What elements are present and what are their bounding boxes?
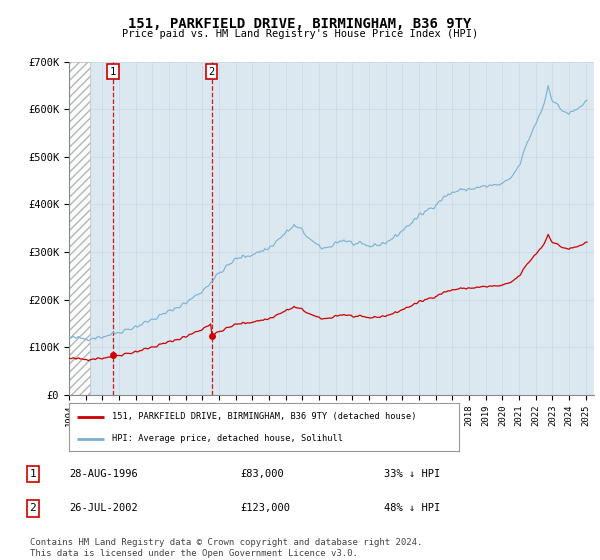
Text: HPI: Average price, detached house, Solihull: HPI: Average price, detached house, Soli… xyxy=(112,435,343,444)
Text: 151, PARKFIELD DRIVE, BIRMINGHAM, B36 9TY (detached house): 151, PARKFIELD DRIVE, BIRMINGHAM, B36 9T… xyxy=(112,412,416,421)
Text: 151, PARKFIELD DRIVE, BIRMINGHAM, B36 9TY: 151, PARKFIELD DRIVE, BIRMINGHAM, B36 9T… xyxy=(128,17,472,31)
Text: 48% ↓ HPI: 48% ↓ HPI xyxy=(384,503,440,514)
Text: £123,000: £123,000 xyxy=(240,503,290,514)
Text: 2: 2 xyxy=(209,67,215,77)
Text: Contains HM Land Registry data © Crown copyright and database right 2024.
This d: Contains HM Land Registry data © Crown c… xyxy=(30,538,422,558)
Text: 33% ↓ HPI: 33% ↓ HPI xyxy=(384,469,440,479)
Text: 26-JUL-2002: 26-JUL-2002 xyxy=(69,503,138,514)
Text: 1: 1 xyxy=(29,469,37,479)
Text: 1: 1 xyxy=(110,67,116,77)
Text: Price paid vs. HM Land Registry's House Price Index (HPI): Price paid vs. HM Land Registry's House … xyxy=(122,29,478,39)
Text: 2: 2 xyxy=(29,503,37,514)
Text: 28-AUG-1996: 28-AUG-1996 xyxy=(69,469,138,479)
Text: £83,000: £83,000 xyxy=(240,469,284,479)
